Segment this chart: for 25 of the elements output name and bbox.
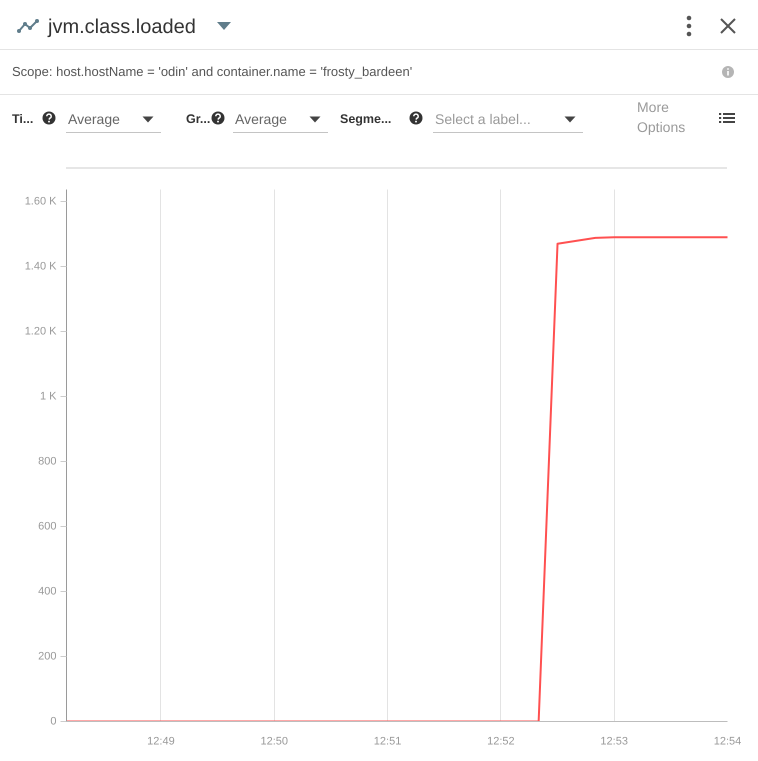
y-tick-label: 1.20 K (24, 326, 58, 338)
y-tick-label: 200 (38, 650, 57, 663)
x-tick-label: 12:49 (147, 736, 175, 748)
x-tick-label: 12:52 (487, 736, 515, 748)
text: Gr... (186, 111, 210, 128)
y-tick-label: 600 (38, 520, 57, 533)
y-tick-label: 0 (50, 716, 57, 728)
text: Average (235, 110, 287, 129)
y-tick-label: 1.60 K (24, 196, 58, 208)
text: More Options (637, 98, 686, 137)
text: Select a label... (435, 110, 531, 129)
y-tick-label: 800 (38, 456, 57, 468)
x-tick-label: 12:50 (260, 736, 288, 748)
text: Segme... (340, 111, 392, 128)
y-tick-label: 1.40 K (24, 260, 58, 273)
x-tick-label: 12:54 (714, 736, 742, 748)
text: Average (68, 110, 120, 129)
y-tick-label: 400 (38, 586, 57, 598)
chart-subtitle: Scope: host.hostName = 'odin' and container.name = 'frosty_bardeen' (12, 63, 412, 81)
line-series (66, 236, 728, 722)
x-tick-label: 12:53 (600, 736, 628, 748)
x-tick-label: 12:51 (374, 736, 402, 748)
text: Ti... (12, 111, 34, 128)
y-tick-label: 1 K (40, 390, 58, 403)
chart-title: jvm.class.loaded (48, 15, 196, 40)
